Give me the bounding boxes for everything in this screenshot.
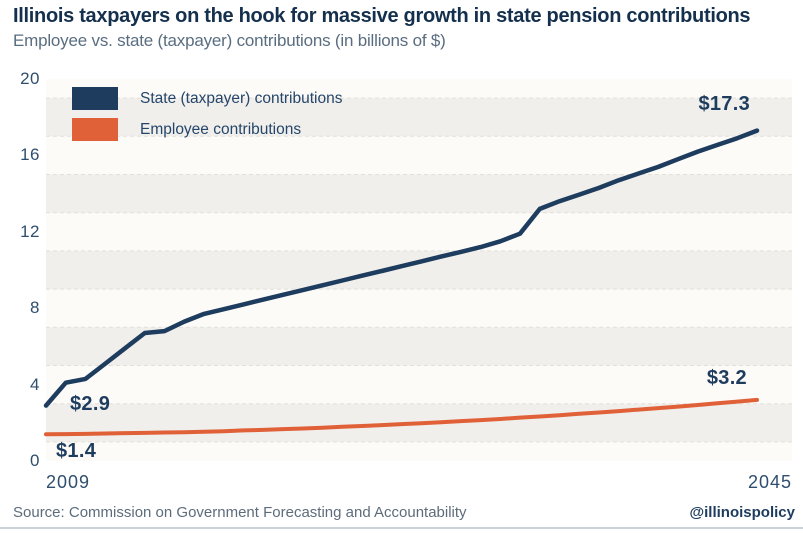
social-handle: @illinoispolicy: [689, 504, 795, 521]
y-tick-label: 0: [30, 451, 40, 470]
legend-label-employee: Employee contributions: [140, 121, 302, 138]
source-credit: Source: Commission on Government Forecas…: [13, 504, 467, 521]
x-tick-start: 2009: [46, 472, 91, 492]
bottom-divider: [0, 527, 803, 529]
y-tick-label: 8: [30, 298, 40, 317]
x-tick-end: 2045: [747, 472, 792, 492]
state-series-swatch: [72, 87, 118, 110]
legend-item-employee: Employee contributions: [72, 118, 342, 141]
y-tick-label: 12: [20, 222, 40, 241]
legend-label-state: State (taxpayer) contributions: [140, 90, 343, 107]
chart-subtitle: Employee vs. state (taxpayer) contributi…: [13, 31, 446, 50]
employee-series-swatch: [72, 118, 118, 141]
annotation-state-start-value: $2.9: [70, 393, 111, 415]
annotation-employee-start-value: $1.4: [56, 440, 97, 462]
annotation-employee-end-value: $3.2: [706, 367, 747, 389]
legend-item-state: State (taxpayer) contributions: [72, 87, 342, 110]
annotation-state-end-value: $17.3: [698, 93, 750, 115]
y-tick-label: 20: [20, 69, 40, 88]
y-tick-label: 4: [30, 375, 40, 394]
y-tick-label: 16: [20, 145, 40, 164]
chart-title: Illinois taxpayers on the hook for massi…: [13, 5, 751, 27]
legend: State (taxpayer) contributions Employee …: [72, 87, 342, 149]
